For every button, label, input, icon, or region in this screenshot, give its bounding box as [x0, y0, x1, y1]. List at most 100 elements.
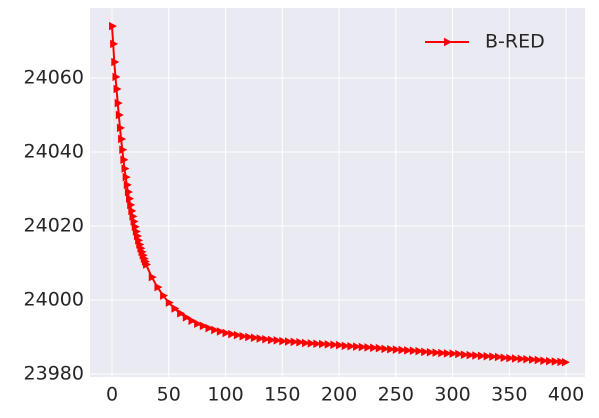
- plot-area: [90, 8, 585, 377]
- data-marker: [426, 347, 435, 357]
- y-tick-label: 23980: [24, 363, 84, 385]
- x-tick-label: 150: [264, 384, 300, 406]
- data-marker: [154, 282, 163, 292]
- data-marker: [500, 353, 509, 363]
- data-marker: [477, 351, 486, 361]
- data-marker: [115, 110, 124, 120]
- data-marker: [120, 155, 129, 164]
- data-marker: [409, 346, 418, 355]
- data-marker: [358, 342, 367, 352]
- data-marker: [171, 304, 180, 313]
- data-marker: [551, 357, 560, 366]
- data-marker: [364, 343, 373, 352]
- data-marker: [228, 329, 237, 339]
- x-tick-label: 200: [321, 384, 357, 406]
- data-marker: [336, 340, 345, 350]
- data-marker: [296, 337, 305, 347]
- data-marker: [528, 355, 537, 364]
- data-marker: [239, 332, 248, 341]
- data-marker: [511, 354, 520, 363]
- data-marker: [375, 343, 384, 353]
- data-marker: [233, 330, 242, 340]
- data-marker: [455, 349, 464, 359]
- data-marker: [256, 334, 265, 343]
- data-marker: [222, 328, 231, 338]
- data-marker: [398, 345, 407, 355]
- data-marker: [118, 134, 127, 144]
- x-tick-label: 100: [207, 384, 243, 406]
- data-marker: [177, 309, 186, 318]
- data-marker: [160, 291, 169, 300]
- data-marker: [290, 337, 299, 347]
- data-marker: [421, 347, 430, 357]
- data-marker: [188, 316, 197, 325]
- data-marker: [267, 335, 276, 345]
- x-tick-label: 300: [434, 384, 470, 406]
- data-marker: [119, 145, 128, 155]
- data-marker: [466, 350, 475, 360]
- data-marker: [273, 336, 282, 345]
- data-marker: [109, 21, 118, 31]
- data-marker: [279, 336, 288, 346]
- data-marker: [124, 187, 133, 197]
- data-marker: [438, 348, 447, 358]
- data-marker: [126, 194, 135, 203]
- data-marker: [194, 319, 203, 328]
- data-marker: [165, 298, 174, 307]
- data-marker: [307, 339, 316, 348]
- data-marker: [182, 313, 191, 322]
- data-marker: [324, 340, 333, 349]
- data-marker: [116, 123, 125, 133]
- y-tick-label: 24000: [24, 289, 84, 311]
- data-marker: [494, 352, 503, 362]
- data-marker: [113, 84, 122, 94]
- x-tick-label: 0: [106, 384, 118, 406]
- data-marker: [460, 350, 469, 360]
- data-marker: [534, 355, 543, 365]
- data-marker: [449, 349, 458, 358]
- legend-label: B-RED: [485, 31, 545, 53]
- data-marker: [341, 341, 350, 351]
- data-marker: [127, 200, 136, 210]
- data-marker: [432, 348, 441, 357]
- data-marker: [319, 339, 328, 349]
- data-marker: [540, 356, 549, 365]
- data-marker: [561, 357, 570, 367]
- data-marker: [114, 98, 123, 108]
- data-marker: [112, 72, 121, 82]
- data-marker: [415, 346, 424, 356]
- data-marker: [546, 356, 555, 366]
- x-tick-label: 400: [548, 384, 584, 406]
- data-marker: [123, 180, 132, 190]
- data-marker: [301, 338, 310, 348]
- data-marker: [121, 164, 130, 173]
- y-tick-label: 24040: [24, 140, 84, 162]
- data-marker: [387, 344, 396, 354]
- x-tick-label: 250: [378, 384, 414, 406]
- data-marker: [148, 272, 157, 282]
- data-marker: [143, 260, 152, 269]
- data-marker: [347, 342, 356, 351]
- data-marker: [205, 323, 214, 333]
- x-tick-label: 350: [491, 384, 527, 406]
- data-marker: [216, 327, 225, 336]
- x-tick-label: 50: [157, 384, 181, 406]
- data-marker: [506, 353, 515, 363]
- data-marker: [370, 343, 379, 353]
- data-marker: [199, 321, 208, 331]
- y-tick-label: 24020: [24, 214, 84, 236]
- legend-marker: [444, 37, 452, 47]
- data-marker: [245, 332, 254, 342]
- data-marker: [353, 342, 362, 351]
- data-marker: [122, 172, 131, 182]
- data-marker: [523, 354, 532, 364]
- data-marker: [381, 344, 390, 354]
- data-marker: [330, 340, 339, 350]
- data-marker: [472, 351, 481, 360]
- y-tick-label: 24060: [24, 66, 84, 88]
- data-marker: [489, 352, 498, 361]
- data-marker: [443, 349, 452, 358]
- data-marker: [211, 325, 220, 335]
